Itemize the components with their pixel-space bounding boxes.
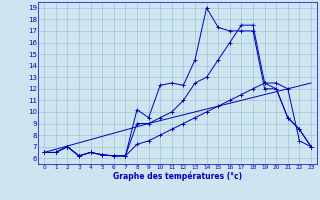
X-axis label: Graphe des températures (°c): Graphe des températures (°c): [113, 172, 242, 181]
